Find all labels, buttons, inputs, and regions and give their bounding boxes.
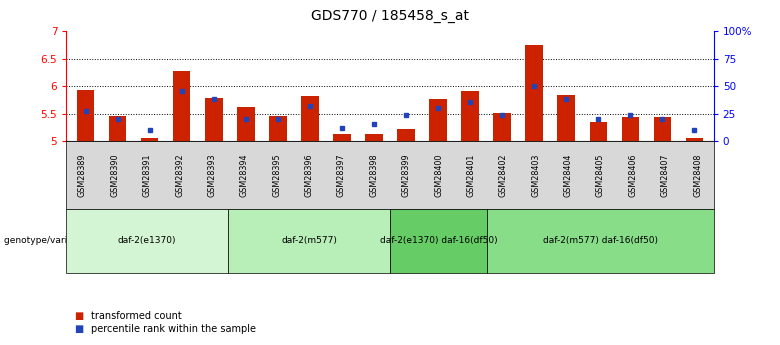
Bar [686,138,704,141]
Text: daf-2(e1370): daf-2(e1370) [118,236,176,245]
Text: GSM28392: GSM28392 [175,153,184,197]
Text: GSM28400: GSM28400 [434,154,443,197]
Bar [494,113,511,141]
Text: GSM28390: GSM28390 [110,153,119,197]
Text: GSM28399: GSM28399 [402,153,411,197]
Text: daf-2(m577) daf-16(df50): daf-2(m577) daf-16(df50) [543,236,658,245]
Bar [76,90,94,141]
Bar [108,116,126,141]
Text: GSM28406: GSM28406 [628,154,637,197]
Bar [269,116,286,141]
Bar [333,134,351,141]
Text: ■: ■ [74,311,83,321]
Text: GSM28407: GSM28407 [661,153,670,197]
Text: GSM28402: GSM28402 [498,153,508,197]
Bar [558,95,575,141]
Text: GSM28401: GSM28401 [466,154,476,197]
Text: percentile rank within the sample: percentile rank within the sample [91,325,257,334]
Bar [461,91,479,141]
Bar [173,71,190,141]
Text: GSM28389: GSM28389 [78,153,87,197]
Bar [237,107,254,141]
Bar [205,98,222,141]
Text: GSM28396: GSM28396 [304,153,314,197]
Text: daf-2(m577): daf-2(m577) [281,236,337,245]
Text: GSM28404: GSM28404 [563,154,573,197]
Text: GSM28405: GSM28405 [596,153,605,197]
Bar [526,45,543,141]
Text: GSM28403: GSM28403 [531,154,541,197]
Text: GSM28398: GSM28398 [369,153,378,197]
Text: GSM28393: GSM28393 [207,153,217,197]
Bar [654,117,672,141]
Bar [301,96,319,141]
Text: daf-2(e1370) daf-16(df50): daf-2(e1370) daf-16(df50) [380,236,498,245]
Text: GSM28395: GSM28395 [272,153,282,197]
Text: GDS770 / 185458_s_at: GDS770 / 185458_s_at [311,9,469,23]
Text: ■: ■ [74,325,83,334]
Bar [397,129,415,141]
Text: GSM28408: GSM28408 [693,154,702,197]
Text: GSM28394: GSM28394 [239,153,249,197]
Bar [429,99,447,141]
Text: genotype/variation ▶: genotype/variation ▶ [4,236,100,245]
Bar [590,121,607,141]
Text: GSM28397: GSM28397 [337,153,346,197]
Bar [622,117,639,141]
Text: GSM28391: GSM28391 [143,153,152,197]
Bar [365,134,383,141]
Bar [141,138,158,141]
Text: transformed count: transformed count [91,311,182,321]
